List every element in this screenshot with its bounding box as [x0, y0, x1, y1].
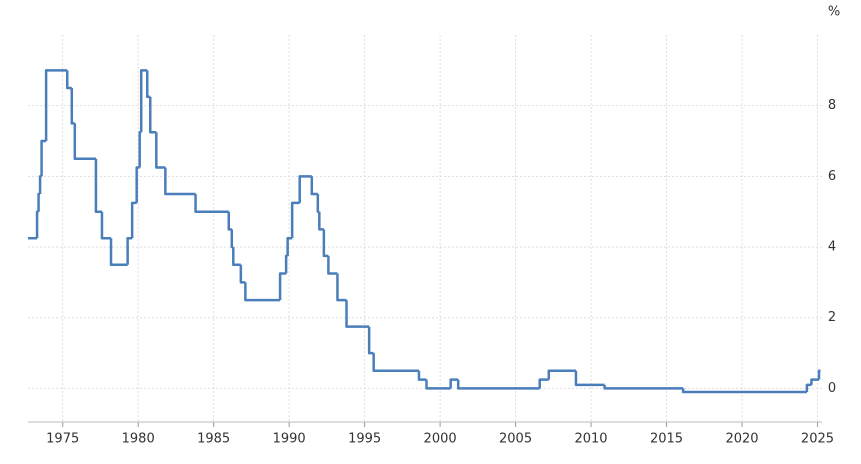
step-segment [336, 273, 347, 302]
step-segment [38, 175, 42, 195]
y-tick-label: 6 [828, 169, 836, 184]
step-segment [239, 264, 246, 284]
step-segment [318, 211, 324, 231]
step-segment [547, 369, 576, 380]
y-tick-label: 4 [828, 240, 836, 255]
step-segment [322, 229, 329, 258]
step-segment [44, 69, 68, 142]
x-tick-label: 1980 [122, 432, 155, 447]
step-segment [65, 70, 72, 90]
step-segment [449, 378, 459, 389]
step-segment [817, 369, 821, 380]
step-segment [290, 201, 300, 239]
step-segment [149, 96, 157, 134]
step-segment [227, 211, 232, 231]
step-segment [130, 201, 137, 239]
step-segment [73, 123, 96, 160]
x-tick-label: 2005 [499, 432, 532, 447]
step-segment [372, 353, 419, 373]
step-segment [810, 378, 819, 385]
step-segment [574, 370, 605, 387]
step-segment [37, 192, 41, 212]
step-segment [681, 388, 807, 394]
step-segment [298, 175, 312, 203]
step-segment [316, 194, 320, 213]
step-segment [417, 370, 427, 381]
x-tick-label: 2025 [801, 432, 834, 447]
step-segment [278, 272, 287, 301]
step-segment [109, 238, 128, 266]
step-segment [327, 255, 338, 275]
step-segment [35, 210, 39, 239]
step-segment [146, 70, 151, 99]
step-segment [94, 158, 102, 213]
step-segment [40, 139, 47, 177]
unit-label: % [828, 5, 840, 20]
y-tick-label: 8 [828, 98, 836, 113]
step-segment [425, 379, 451, 390]
step-segment [164, 167, 196, 196]
step-segment [139, 69, 148, 133]
step-segment [310, 176, 318, 196]
step-segment [603, 384, 684, 390]
step-segment [155, 132, 166, 169]
step-segment [230, 229, 234, 249]
step-segment [538, 378, 549, 389]
step-segment [286, 236, 293, 256]
x-tick-label: 1990 [273, 432, 306, 447]
x-tick-label: 1985 [197, 432, 230, 447]
x-tick-label: 2000 [424, 432, 457, 447]
step-segment [284, 254, 288, 274]
step-segment [70, 88, 75, 125]
step-segment [805, 383, 812, 392]
x-tick-label: 1975 [46, 432, 79, 447]
step-segment [126, 236, 133, 265]
y-tick-label: 0 [828, 381, 836, 396]
step-segment [345, 300, 370, 328]
step-segment [100, 211, 112, 240]
x-tick-label: 2015 [650, 432, 683, 447]
x-tick-label: 1995 [348, 432, 381, 447]
step-segment [138, 130, 142, 168]
step-segment [232, 247, 241, 266]
step-segment [194, 194, 229, 213]
x-tick-label: 2010 [574, 432, 607, 447]
x-tick-label: 2020 [725, 432, 758, 447]
y-tick-label: 2 [828, 310, 836, 325]
step-segment [456, 379, 540, 390]
step-segment [244, 282, 281, 302]
step-segment [367, 326, 374, 355]
